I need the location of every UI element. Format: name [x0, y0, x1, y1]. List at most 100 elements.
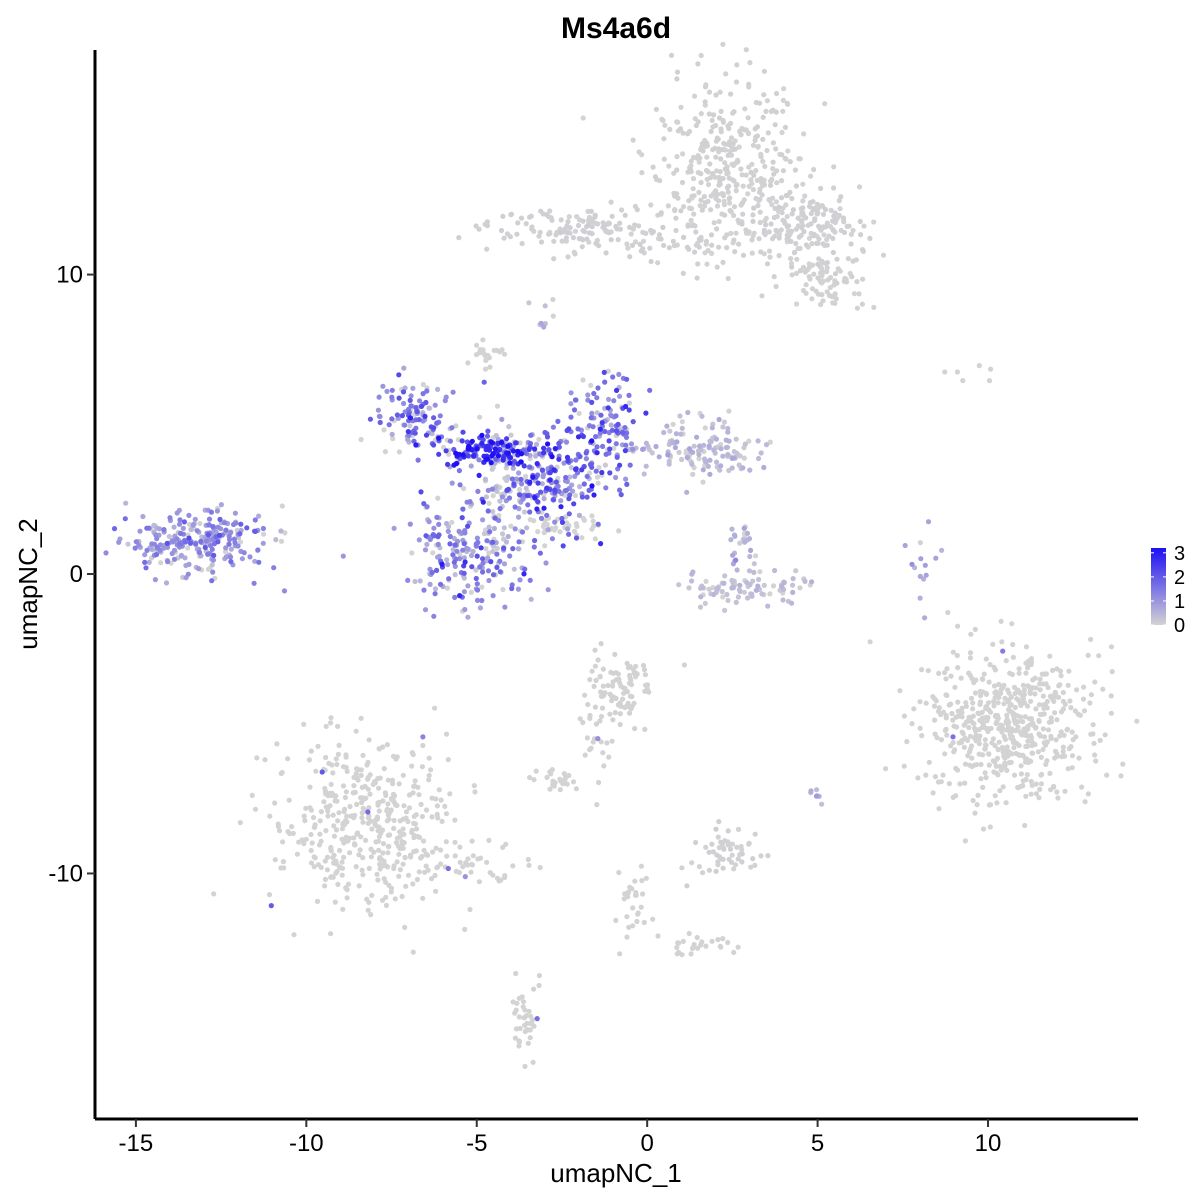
- data-point: [516, 539, 522, 545]
- data-point: [745, 595, 751, 601]
- data-point: [718, 446, 724, 452]
- data-point: [1029, 742, 1035, 749]
- data-point: [403, 883, 409, 889]
- data-point: [731, 949, 737, 956]
- data-point: [367, 791, 373, 797]
- data-point: [389, 777, 396, 783]
- data-point: [1004, 767, 1010, 774]
- data-point: [1008, 759, 1014, 766]
- data-point: [1053, 737, 1059, 743]
- data-point: [1068, 705, 1074, 711]
- data-point: [163, 580, 170, 586]
- data-point: [589, 399, 595, 405]
- data-point: [709, 117, 715, 123]
- data-point: [563, 474, 569, 481]
- data-point: [481, 350, 487, 356]
- data-point: [421, 847, 427, 853]
- data-point: [719, 841, 726, 847]
- data-point: [205, 551, 211, 557]
- data-point: [542, 543, 548, 549]
- data-point: [733, 230, 739, 236]
- data-point: [666, 245, 672, 251]
- data-point: [702, 425, 708, 431]
- data-point: [609, 213, 615, 219]
- data-point: [158, 560, 164, 566]
- data-point: [1060, 706, 1066, 712]
- data-point: [829, 293, 835, 300]
- data-point: [696, 456, 702, 462]
- data-point: [986, 378, 993, 384]
- data-point: [680, 270, 686, 276]
- data-point: [513, 440, 519, 446]
- data-point: [552, 446, 558, 452]
- data-point: [627, 254, 633, 260]
- data-point: [422, 413, 428, 419]
- data-point: [605, 368, 611, 374]
- data-point: [778, 227, 784, 233]
- data-point: [627, 693, 634, 699]
- data-point: [679, 456, 685, 463]
- data-point: [917, 725, 923, 731]
- data-point: [1028, 791, 1034, 797]
- data-point: [711, 112, 717, 118]
- data-point: [706, 443, 712, 449]
- data-point: [681, 204, 687, 210]
- data-point: [727, 195, 733, 201]
- data-point: [702, 84, 709, 90]
- data-point: [901, 713, 908, 719]
- data-point: [340, 821, 346, 827]
- data-point: [1001, 701, 1007, 707]
- data-point: [322, 788, 329, 795]
- data-point: [738, 132, 744, 138]
- data-point: [486, 500, 492, 506]
- data-point: [945, 609, 951, 616]
- data-point: [468, 869, 474, 875]
- data-point: [944, 666, 950, 672]
- legend-tick-label: 2: [1174, 567, 1185, 589]
- data-point: [673, 431, 680, 437]
- data-point: [925, 668, 931, 674]
- data-point: [153, 551, 160, 558]
- data-point: [766, 248, 773, 254]
- data-point: [434, 811, 440, 818]
- data-point: [797, 268, 804, 274]
- data-point: [730, 455, 736, 461]
- data-point: [537, 229, 543, 235]
- data-point: [767, 182, 774, 188]
- data-point: [971, 679, 977, 686]
- data-point: [1092, 752, 1098, 758]
- data-point: [176, 521, 183, 527]
- data-point: [589, 464, 595, 470]
- data-point: [668, 52, 675, 59]
- data-point: [317, 818, 323, 824]
- data-point: [975, 792, 981, 799]
- data-point: [365, 809, 371, 815]
- data-point: [769, 202, 775, 208]
- data-point: [610, 683, 616, 689]
- data-point: [794, 270, 800, 276]
- data-point: [593, 721, 600, 727]
- data-point: [955, 665, 961, 671]
- data-point: [322, 876, 328, 883]
- data-point: [377, 419, 383, 426]
- data-point: [565, 526, 571, 532]
- data-point: [697, 203, 703, 209]
- data-point: [626, 400, 633, 406]
- data-point: [700, 479, 706, 485]
- data-point: [445, 561, 451, 568]
- data-point: [809, 262, 816, 268]
- data-point: [435, 864, 441, 870]
- data-point: [302, 818, 308, 824]
- data-point: [1074, 687, 1080, 693]
- data-point: [1036, 702, 1043, 708]
- data-point: [590, 424, 596, 430]
- data-point: [721, 202, 728, 208]
- data-point: [623, 403, 629, 410]
- data-point: [1047, 770, 1053, 777]
- data-point: [576, 410, 582, 416]
- data-point: [436, 521, 442, 528]
- data-point: [360, 805, 366, 811]
- data-point: [711, 447, 717, 453]
- data-point: [650, 916, 656, 922]
- data-point: [593, 468, 599, 474]
